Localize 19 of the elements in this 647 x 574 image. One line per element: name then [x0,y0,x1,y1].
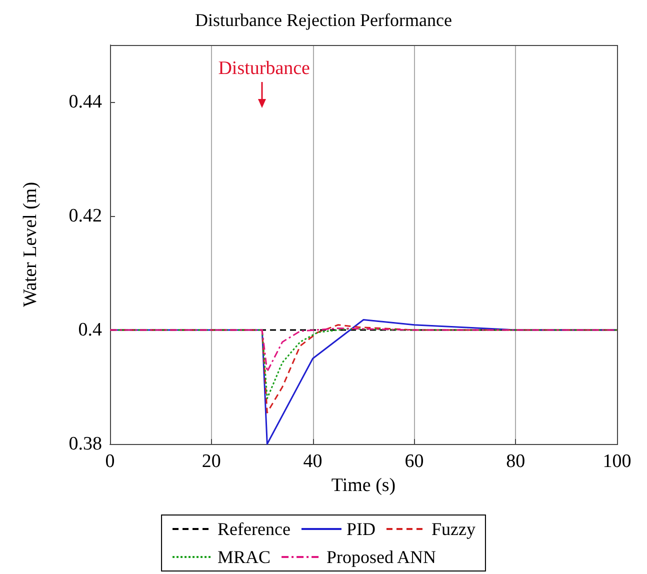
legend-label: Proposed ANN [326,547,436,567]
x-tick-label: 20 [202,451,221,472]
legend-label: Reference [218,519,290,539]
annotation: Disturbance [218,58,310,80]
legend-label: MRAC [218,547,271,567]
x-tick-label: 60 [404,451,424,472]
x-axis-title: Time (s) [331,474,396,496]
y-tick-label: 0.4 [78,320,102,340]
y-tick-label: 0.42 [68,206,102,226]
chart-title: Disturbance Rejection Performance [195,10,452,30]
y-tick-label: 0.38 [68,434,102,454]
x-tick-label: 80 [506,451,526,472]
x-tick-label: 0 [105,451,115,472]
legend-label: PID [346,519,376,539]
y-tick-label: 0.44 [68,92,102,112]
legend-label: Fuzzy [431,519,476,539]
y-axis-title: Water Level (m) [20,182,41,308]
x-tick-label: 100 [602,451,632,472]
x-tick-label: 40 [303,451,322,472]
